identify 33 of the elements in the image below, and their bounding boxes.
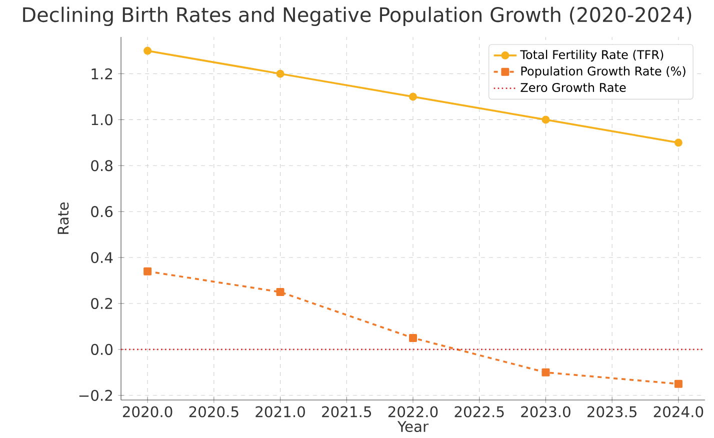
point	[276, 288, 284, 296]
point	[144, 46, 152, 55]
y-tick-label: 0.8	[91, 160, 112, 172]
x-tick-label: 2021.5	[322, 406, 372, 418]
point	[542, 116, 550, 124]
y-tick-label: 0.4	[91, 252, 113, 264]
y-tick-label: −0.2	[79, 390, 112, 401]
x-tick-label: 2024.0	[654, 406, 704, 418]
x-tick-label: 2023.5	[587, 406, 636, 418]
point	[144, 267, 152, 276]
y-tick-label: 0.0	[91, 344, 112, 355]
x-tick-label: 2020.0	[122, 406, 172, 418]
x-axis-title: Year	[397, 421, 429, 432]
point	[409, 334, 418, 342]
x-tick-label: 2021.0	[256, 406, 305, 418]
legend-label: Total Fertility Rate (TFR)	[520, 50, 664, 62]
legend-label: Zero Growth Rate	[520, 82, 626, 92]
legend-label: Population Growth Rate (%)	[521, 66, 686, 78]
x-tick-label: 2022.5	[454, 406, 504, 418]
chart-title: Declining Birth Rates and Negative Population Growth (2020-2024)	[23, 6, 692, 26]
point	[674, 138, 682, 147]
x-tick-label: 2022.0	[388, 406, 438, 418]
point	[542, 368, 550, 376]
x-tick-label: 2020.5	[189, 406, 238, 418]
y-tick-label: 0.2	[91, 298, 112, 310]
y-axis-title: Rate	[58, 202, 69, 234]
y-tick-label: 1.0	[92, 114, 112, 126]
y-tick-label: 1.2	[92, 68, 112, 80]
point	[409, 92, 418, 101]
x-tick-label: 2023.0	[521, 406, 570, 418]
point	[674, 380, 682, 388]
point	[276, 70, 284, 78]
y-tick-label: 0.6	[91, 206, 113, 218]
